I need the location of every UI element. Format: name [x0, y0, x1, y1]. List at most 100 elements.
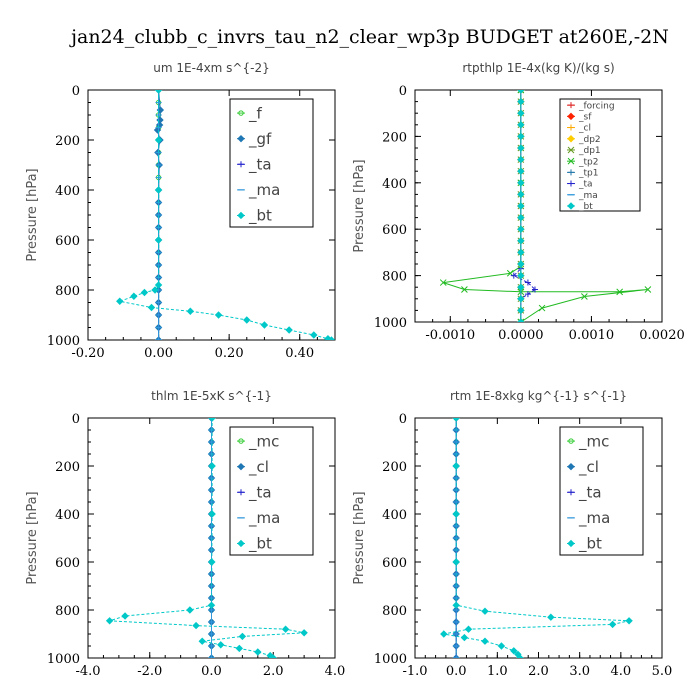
data-point	[214, 311, 223, 319]
data-point	[440, 630, 448, 638]
data-point	[460, 633, 469, 642]
legend-marker	[237, 134, 245, 143]
data-point	[625, 617, 633, 625]
legend-marker	[568, 102, 574, 109]
data-point	[517, 306, 525, 315]
y-axis-label: Pressure [hPa]	[352, 159, 367, 252]
legend-label: _ta	[248, 484, 272, 503]
data-point	[121, 612, 129, 620]
data-point	[517, 90, 525, 94]
data-point	[497, 642, 506, 650]
y-tick-label: 400	[382, 508, 407, 523]
legend-label: _mc	[248, 432, 279, 451]
data-point	[260, 321, 269, 329]
legend-box	[559, 426, 644, 556]
legend-marker	[568, 438, 574, 444]
x-tick-label: 0.0010	[569, 328, 615, 343]
data-point	[154, 136, 163, 144]
data-point	[186, 307, 195, 315]
y-tick-label: 400	[55, 508, 80, 523]
y-tick-label: 400	[55, 184, 80, 199]
data-point	[147, 303, 156, 312]
legend-label: _ma	[578, 509, 610, 528]
data-point	[208, 418, 216, 422]
panel-3: thlm 1E-5xK s^{-1} Pressure [hPa] -4.0 -2.0…	[25, 389, 345, 679]
panels: um 1E-4xm s^{-2}Pressure [hPa]-0.20 0.00 0…	[25, 61, 685, 679]
data-point	[186, 606, 194, 614]
x-tick-label: 0.0	[201, 664, 222, 679]
data-point	[207, 601, 216, 609]
y-tick-label: 200	[55, 460, 80, 475]
y-tick-label: 200	[55, 134, 80, 149]
data-point	[524, 291, 531, 298]
data-point	[452, 601, 460, 609]
legend: _f _gf _ta _ma _bt	[229, 98, 314, 228]
y-tick-label: 0	[399, 84, 407, 99]
x-tick-label: -4.0	[75, 664, 100, 679]
legend-marker	[237, 211, 245, 220]
x-tick-label: 4.0	[325, 664, 346, 679]
y-tick-label: 200	[382, 130, 407, 145]
legend-label: _ta	[578, 180, 593, 190]
legend-marker	[567, 202, 575, 210]
legend-marker	[567, 135, 575, 143]
data-point	[105, 617, 114, 625]
data-point	[327, 336, 335, 340]
x-tick-label: 3.0	[569, 664, 590, 679]
data-point	[452, 510, 460, 518]
data-point	[517, 295, 525, 303]
panel-title: um 1E-4xm s^{-2}	[153, 61, 269, 75]
data-point	[510, 647, 518, 655]
data-point	[517, 132, 525, 141]
legend-box	[229, 426, 314, 556]
series-line-ta	[512, 90, 536, 322]
y-tick-label: 1000	[47, 334, 80, 349]
legend-label: _ta	[578, 484, 602, 503]
panel-4: rtm 1E-8xkg kg^{-1} s^{-1} Pressure [hPa]…	[352, 389, 672, 679]
data-point	[517, 318, 525, 322]
data-point	[151, 286, 159, 294]
legend-label: _gf	[248, 130, 272, 149]
x-tick-label: -2.0	[137, 664, 162, 679]
data-point	[235, 644, 243, 653]
legend-label: _dp1	[578, 146, 601, 156]
data-point	[481, 637, 489, 645]
data-point	[192, 621, 200, 630]
data-point	[208, 558, 216, 566]
legend-marker	[238, 110, 244, 116]
legend-marker	[237, 539, 245, 548]
legend-label: _cl	[578, 458, 599, 477]
x-tick-label: -0.0010	[425, 328, 475, 343]
legend-label: _bt	[248, 535, 272, 554]
legend: _mc _cl _ta _ma _bt	[559, 426, 644, 556]
data-point	[517, 318, 525, 322]
data-point	[208, 510, 216, 518]
data-point	[517, 248, 525, 257]
data-point	[517, 167, 525, 175]
data-point	[452, 558, 460, 566]
data-point	[517, 190, 525, 199]
data-point	[452, 418, 460, 422]
series-line-bt	[117, 90, 332, 340]
panel-2: rtpthlp 1E-4x(kg K)/(kg s) Pressure [hPa]…	[352, 61, 685, 343]
legend-label: _ta	[248, 156, 272, 175]
y-tick-label: 600	[382, 556, 407, 571]
y-axis-label: Pressure [hPa]	[352, 491, 367, 584]
y-tick-label: 0	[72, 84, 80, 99]
legend-label: _cl	[578, 124, 591, 134]
legend: _mc _cl _ta _ma _bt	[229, 426, 314, 556]
data-point	[452, 462, 460, 470]
data-point	[516, 654, 524, 658]
data-point	[524, 279, 531, 286]
y-tick-label: 0	[399, 412, 407, 427]
data-point	[154, 281, 163, 289]
data-point	[217, 641, 225, 649]
y-axis-label: Pressure [hPa]	[25, 168, 40, 261]
data-point	[154, 90, 163, 94]
legend-label: _dp2	[578, 135, 601, 145]
data-point	[581, 293, 588, 300]
x-tick-label: 0.20	[215, 346, 244, 361]
series-group	[440, 418, 633, 658]
legend-marker	[237, 462, 245, 471]
